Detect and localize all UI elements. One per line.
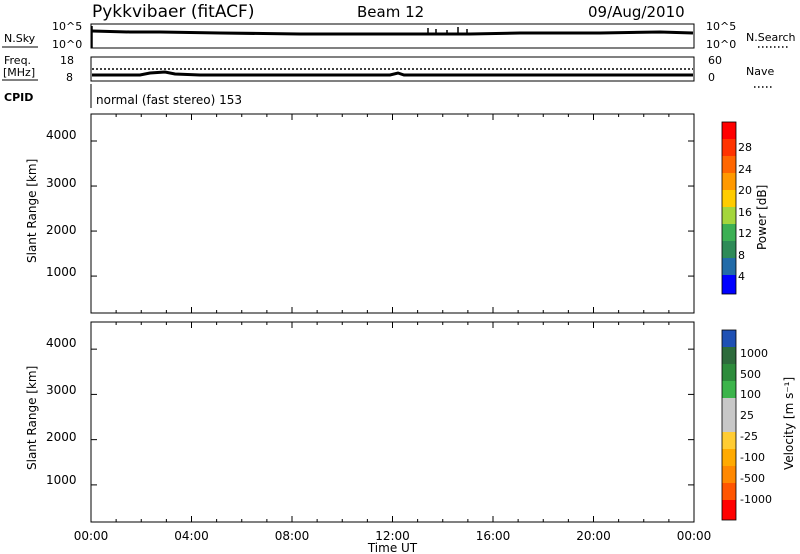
nsky-tick-bottom: 10^0 [52,38,82,51]
power-cbar-tick-4: 4 [738,270,745,283]
power-cbar-tick-12: 12 [738,227,752,240]
xtick-label: 04:00 [174,529,209,543]
power-ytick-1000: 1000 [46,265,77,279]
velocity-cbar-label: Velocity [m s⁻¹] [782,377,796,470]
velocity-colorbar: 1000 500 100 25 -25 -100 -500 -1000 Velo… [721,329,796,521]
freq-tick-top: 18 [60,54,74,67]
power-ytick-4000: 4000 [46,128,77,142]
cpid-label: CPID [4,91,33,104]
velocity-cbar-tick-100: 100 [740,388,761,401]
velocity-ytick-2000: 2000 [46,430,77,444]
freq-panel: Freq. [MHz] 18 8 60 0 Nave [2,54,774,88]
nsky-tick-top: 10^5 [52,20,82,33]
velocity-axis-ticks [90,322,695,522]
nsearch-tick-top: 10^5 [706,20,736,33]
power-axis-ticks [90,114,695,313]
power-panel: 4000 3000 2000 1000 Slant Range [km] 28 … [25,113,769,314]
power-ytick-3000: 3000 [46,176,77,190]
xtick-label: 00:00 [677,529,712,543]
nave-label: Nave [746,65,774,78]
freq-tick-bottom: 8 [66,71,73,84]
velocity-cbar-tick-minus100: -100 [740,451,765,464]
power-ylabel: Slant Range [km] [25,159,39,263]
date-label: 09/Aug/2010 [588,3,685,21]
velocity-cbar-tick-minus1000: -1000 [740,493,772,506]
xtick-label: 00:00 [74,529,109,543]
xtick-label: 08:00 [275,529,310,543]
velocity-cbar-tick-25: 25 [740,409,754,422]
nave-tick-top: 60 [708,54,722,67]
power-cbar-tick-20: 20 [738,184,752,197]
cpid-row: CPID normal (fast stereo) 153 [4,84,242,108]
velocity-ytick-1000: 1000 [46,473,77,487]
xlabel: Time UT [367,541,418,554]
time-axis: 00:00 04:00 08:00 12:00 16:00 20:00 00:0… [74,529,712,554]
velocity-panel: 4000 3000 2000 1000 Slant Range [km] 100… [25,321,796,523]
cpid-text: normal (fast stereo) 153 [96,93,242,107]
station-title: Pykkvibaer (fitACF) [92,2,254,22]
nave-tick-bottom: 0 [708,71,715,84]
power-cbar-tick-16: 16 [738,206,752,219]
velocity-cbar-tick-minus500: -500 [740,472,765,485]
velocity-cbar-tick-500: 500 [740,368,761,381]
velocity-cbar-tick-1000: 1000 [740,347,768,360]
nsearch-label: N.Search [746,31,796,44]
nsearch-tick-bottom: 10^0 [706,38,736,51]
velocity-ytick-3000: 3000 [46,383,77,397]
power-cbar-tick-8: 8 [738,249,745,262]
velocity-heatmap [92,370,693,521]
power-cbar-label: Power [dB] [755,185,769,250]
velocity-ytick-4000: 4000 [46,336,77,350]
velocity-cbar-tick-minus25: -25 [740,430,758,443]
power-ytick-2000: 2000 [46,223,77,237]
xtick-label: 16:00 [476,529,511,543]
power-cbar-tick-28: 28 [738,141,752,154]
freq-unit: [MHz] [3,66,35,79]
velocity-ylabel: Slant Range [km] [25,366,39,470]
xtick-label: 12:00 [375,529,410,543]
nsky-panel: N.Sky 10^5 10^0 10^5 10^0 N.Search [2,20,796,51]
power-heatmap [92,169,693,311]
power-colorbar: 28 24 20 16 12 8 4 Power [dB] [721,121,769,295]
power-cbar-tick-24: 24 [738,163,752,176]
freq-label: Freq. [4,54,31,67]
nsky-label: N.Sky [4,32,36,45]
beam-label: Beam 12 [357,3,424,21]
xtick-label: 20:00 [576,529,611,543]
